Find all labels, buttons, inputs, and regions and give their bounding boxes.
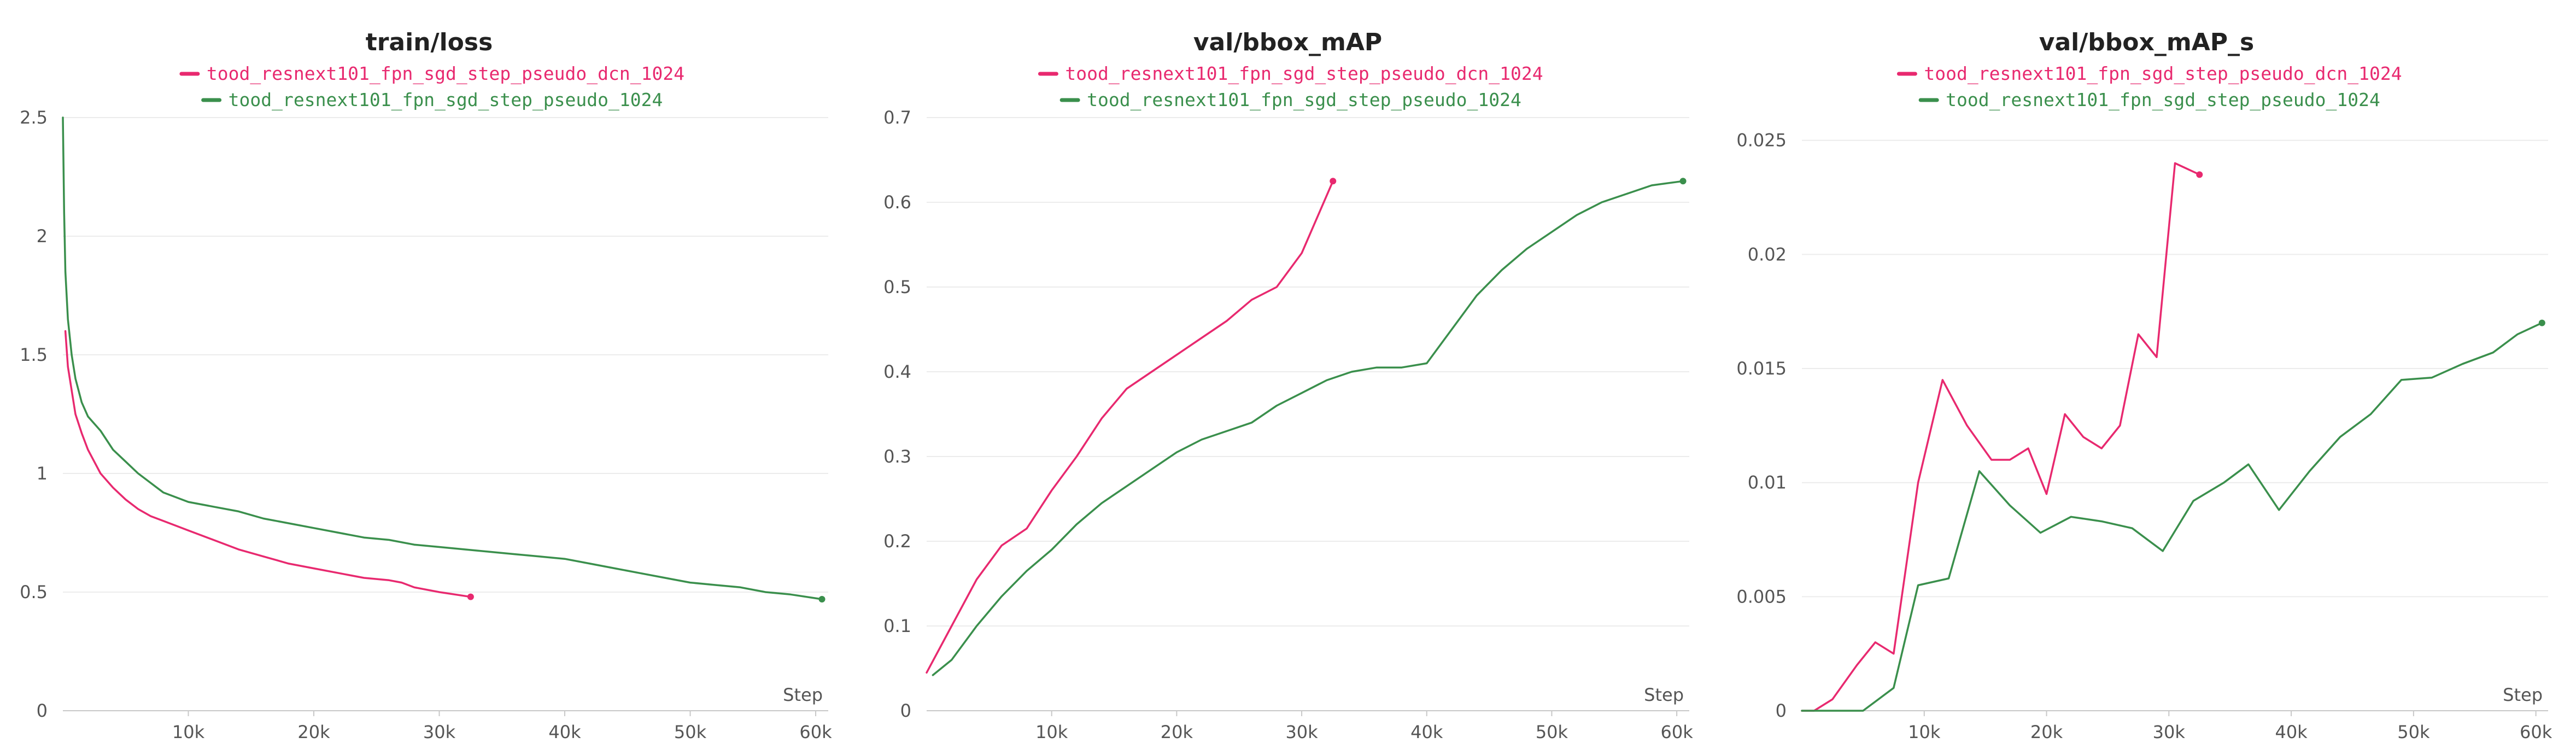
legend-item-2[interactable]: tood_resnext101_fpn_sgd_step_pseudo_1024: [201, 89, 663, 111]
chart-val-bbox-map: val/bbox_mAP tood_resnext101_fpn_sgd_step…: [883, 28, 1694, 742]
x-tick-label: 40k: [548, 722, 581, 742]
chart-train-loss: train/loss tood_resnext101_fpn_sgd_step_p…: [20, 28, 832, 742]
x-tick-label: 20k: [1161, 722, 1193, 742]
chart-title: val/bbox_mAP_s: [2039, 28, 2254, 56]
y-tick-label: 0.4: [883, 361, 911, 382]
y-tick-label: 0.3: [883, 446, 911, 467]
x-tick-label: 60k: [2520, 722, 2552, 742]
y-tick-label: 0: [900, 700, 911, 721]
legend-item-2[interactable]: tood_resnext101_fpn_sgd_step_pseudo_1024: [1059, 89, 1521, 111]
y-tick-label: 0.015: [1736, 358, 1787, 379]
x-tick-label: 30k: [1285, 722, 1318, 742]
legend-label: tood_resnext101_fpn_sgd_step_pseudo_dcn_…: [1065, 63, 1543, 85]
series-end-point-2[interactable]: [818, 596, 826, 603]
y-tick-label: 1: [37, 463, 48, 484]
x-tick-label: 10k: [1035, 722, 1068, 742]
legend-label: tood_resnext101_fpn_sgd_step_pseudo_dcn_…: [207, 63, 684, 85]
x-tick-label: 60k: [1661, 722, 1694, 742]
series-line-2[interactable]: [932, 180, 1684, 676]
series-end-point-2[interactable]: [1679, 178, 1687, 185]
y-tick-label: 0.7: [883, 107, 911, 128]
y-tick-label: 0.005: [1736, 586, 1787, 607]
x-tick-label: 60k: [799, 722, 832, 742]
y-tick-label: 0.5: [20, 582, 48, 602]
series-line-2[interactable]: [1801, 321, 2543, 712]
chart-val-bbox-map-s: val/bbox_mAP_s tood_resnext101_fpn_sgd_st…: [1736, 28, 2552, 742]
y-tick-label: 0: [37, 700, 48, 721]
x-tick-label: 10k: [1908, 722, 1941, 742]
x-tick-label: 40k: [1410, 722, 1443, 742]
y-tick-label: 0.6: [883, 192, 911, 213]
legend-item-1[interactable]: tood_resnext101_fpn_sgd_step_pseudo_dcn_…: [1896, 63, 2402, 85]
series-line-1[interactable]: [926, 180, 1334, 674]
y-tick-label: 1.5: [20, 344, 48, 365]
series-line-2[interactable]: [62, 116, 823, 600]
y-tick-label: 0.5: [883, 277, 911, 297]
x-axis-label: Step: [1644, 684, 1684, 705]
series-end-point-1[interactable]: [467, 593, 474, 600]
series-end-point-1[interactable]: [1330, 178, 1337, 185]
series-line-1[interactable]: [64, 330, 472, 598]
legend-item-1[interactable]: tood_resnext101_fpn_sgd_step_pseudo_dcn_…: [179, 63, 684, 85]
y-tick-label: 2: [37, 226, 48, 247]
x-tick-label: 20k: [297, 722, 330, 742]
y-tick-label: 0.2: [883, 531, 911, 552]
chart-panel-val-bbox-map-s: val/bbox_mAP_s tood_resnext101_fpn_sgd_st…: [1717, 0, 2576, 749]
y-tick-label: 0.02: [1748, 244, 1787, 265]
chart-panel-val-bbox-map: val/bbox_mAP tood_resnext101_fpn_sgd_step…: [858, 0, 1717, 749]
y-tick-label: 0.01: [1748, 472, 1787, 493]
x-axis-label: Step: [783, 684, 823, 705]
chart-panel-train-loss: train/loss tood_resnext101_fpn_sgd_step_p…: [0, 0, 858, 749]
legend-item-2[interactable]: tood_resnext101_fpn_sgd_step_pseudo_1024: [1918, 89, 2380, 111]
x-tick-label: 50k: [1536, 722, 1568, 742]
chart-title: val/bbox_mAP: [1193, 28, 1382, 56]
x-tick-label: 50k: [2397, 722, 2430, 742]
series-end-point-1[interactable]: [2196, 171, 2203, 178]
x-tick-label: 40k: [2275, 722, 2308, 742]
x-tick-label: 30k: [2153, 722, 2186, 742]
chart-title: train/loss: [366, 28, 493, 56]
legend-label: tood_resnext101_fpn_sgd_step_pseudo_dcn_…: [1924, 63, 2402, 85]
x-tick-label: 20k: [2030, 722, 2063, 742]
x-tick-label: 50k: [674, 722, 707, 742]
y-tick-label: 0.1: [883, 616, 911, 636]
legend-label: tood_resnext101_fpn_sgd_step_pseudo_1024: [1946, 89, 2380, 111]
series-end-point-2[interactable]: [2538, 319, 2545, 326]
y-tick-label: 2.5: [20, 107, 48, 128]
legend-label: tood_resnext101_fpn_sgd_step_pseudo_1024: [1087, 89, 1521, 111]
y-tick-label: 0: [1776, 700, 1787, 721]
legend-item-1[interactable]: tood_resnext101_fpn_sgd_step_pseudo_dcn_…: [1038, 63, 1543, 85]
x-axis-label: Step: [2503, 684, 2543, 705]
legend-label: tood_resnext101_fpn_sgd_step_pseudo_1024: [229, 89, 663, 111]
y-tick-label: 0.025: [1736, 130, 1787, 151]
x-tick-label: 10k: [172, 722, 205, 742]
x-tick-label: 30k: [423, 722, 456, 742]
series-line-1[interactable]: [1801, 162, 2201, 712]
